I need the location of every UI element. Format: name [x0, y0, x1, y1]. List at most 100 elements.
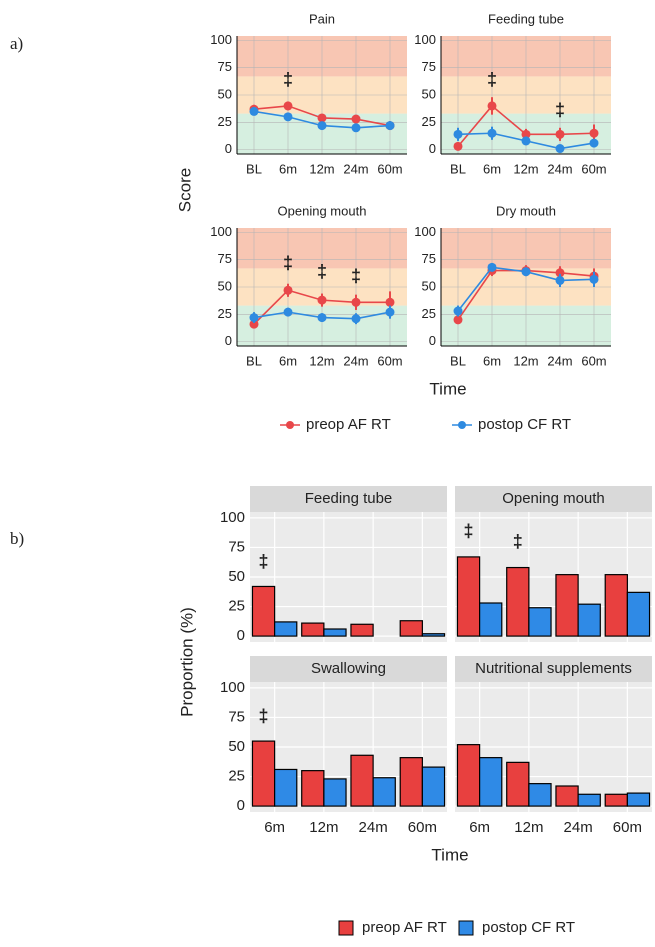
- facet-strip: [250, 656, 447, 682]
- legend-marker: [458, 421, 466, 429]
- legend-label: preop AF RT: [362, 919, 447, 936]
- facet: 0 25 50 75 100 Feeding tube ‡: [220, 486, 447, 644]
- legend-marker: [338, 920, 354, 936]
- y-tick-label: 100: [414, 224, 436, 239]
- bar: [251, 585, 276, 637]
- significance-marker: ‡: [283, 253, 293, 273]
- point: [487, 101, 497, 111]
- x-tick-label: 60m: [581, 353, 606, 368]
- panel-label: a): [10, 34, 23, 53]
- x-tick-label: 24m: [359, 819, 388, 836]
- bar: [604, 574, 628, 637]
- y-tick-label: 100: [210, 224, 232, 239]
- bar: [251, 740, 276, 807]
- facet: 0 25 50 75 100 Dry mouth BL 6m 12m 24m 60m: [414, 203, 611, 368]
- point: [317, 313, 327, 323]
- bar: [399, 620, 423, 637]
- point: [555, 275, 565, 285]
- x-axis-label: Time: [429, 379, 466, 398]
- bar: [626, 792, 651, 807]
- y-tick-label: 50: [218, 278, 232, 293]
- point: [351, 314, 361, 324]
- y-tick-label: 25: [422, 114, 436, 129]
- point: [385, 297, 395, 307]
- bar: [421, 766, 446, 807]
- x-tick-label: 24m: [547, 161, 572, 176]
- significance-marker: ‡: [259, 552, 269, 572]
- bar: [323, 778, 347, 807]
- y-axis-label: Score: [175, 168, 194, 212]
- x-tick-label: 6m: [264, 819, 285, 836]
- facet-title: Opening mouth: [278, 203, 367, 218]
- point: [351, 297, 361, 307]
- y-tick-label: 75: [218, 251, 232, 266]
- x-tick-label: 12m: [309, 353, 334, 368]
- bar: [350, 754, 374, 807]
- x-tick-label: 6m: [279, 161, 297, 176]
- bar: [528, 607, 552, 637]
- panel-label: b): [10, 529, 24, 548]
- y-tick-label: 0: [237, 627, 245, 644]
- point: [249, 319, 259, 329]
- x-tick-label: 24m: [343, 161, 368, 176]
- x-tick-label: 6m: [483, 353, 501, 368]
- y-tick-label: 50: [218, 86, 232, 101]
- legend-label: postop CF RT: [482, 919, 575, 936]
- point: [249, 106, 259, 116]
- y-tick-label: 100: [210, 32, 232, 47]
- bar: [323, 628, 347, 637]
- x-tick-label: 24m: [564, 819, 593, 836]
- x-tick-label: BL: [450, 353, 466, 368]
- bar: [301, 770, 325, 807]
- x-tick-label: 6m: [469, 819, 490, 836]
- significance-marker: ‡: [317, 262, 327, 282]
- significance-marker: ‡: [259, 706, 269, 726]
- bar: [301, 622, 325, 637]
- bar: [604, 793, 628, 807]
- x-tick-label: 12m: [513, 161, 538, 176]
- facet: 0 25 50 75 100 Swallowing 6m 12m 24m 60m ‡: [220, 656, 447, 836]
- x-tick-label: 60m: [581, 161, 606, 176]
- bar: [555, 574, 579, 637]
- significance-marker: ‡: [487, 70, 497, 90]
- x-tick-label: 60m: [613, 819, 642, 836]
- point: [555, 144, 565, 154]
- point: [351, 114, 361, 124]
- y-tick-label: 25: [228, 768, 245, 785]
- point: [283, 307, 293, 317]
- bar: [506, 566, 530, 637]
- facet: Nutritional supplements 6m 12m 24m 60m: [455, 656, 652, 836]
- point: [555, 268, 565, 278]
- point: [589, 138, 599, 148]
- y-tick-label: 25: [218, 306, 232, 321]
- x-tick-label: 12m: [514, 819, 543, 836]
- facet-title: Nutritional supplements: [475, 660, 632, 677]
- bar: [479, 757, 503, 807]
- point: [283, 101, 293, 111]
- bar: [372, 777, 396, 807]
- facet-title: Feeding tube: [488, 11, 564, 26]
- y-axis-label: Proportion (%): [177, 607, 196, 717]
- point: [521, 129, 531, 139]
- y-tick-label: 100: [220, 679, 245, 696]
- bar: [577, 793, 601, 807]
- legend-label: postop CF RT: [478, 416, 571, 433]
- point: [385, 121, 395, 131]
- legend-marker: [458, 920, 474, 936]
- y-tick-label: 100: [220, 509, 245, 526]
- significance-marker: ‡: [513, 531, 523, 551]
- y-tick-label: 75: [422, 59, 436, 74]
- significance-marker: ‡: [555, 100, 565, 120]
- facet-strip: [250, 486, 447, 512]
- point: [589, 274, 599, 284]
- bar: [350, 623, 374, 637]
- significance-marker: ‡: [464, 521, 474, 541]
- facet: Opening mouth ‡ ‡: [455, 486, 652, 642]
- point: [385, 307, 395, 317]
- point: [453, 141, 463, 151]
- bar: [555, 785, 579, 807]
- y-tick-label: 75: [422, 251, 436, 266]
- x-axis-label: Time: [431, 845, 468, 864]
- y-tick-label: 50: [422, 278, 436, 293]
- x-tick-label: 12m: [513, 353, 538, 368]
